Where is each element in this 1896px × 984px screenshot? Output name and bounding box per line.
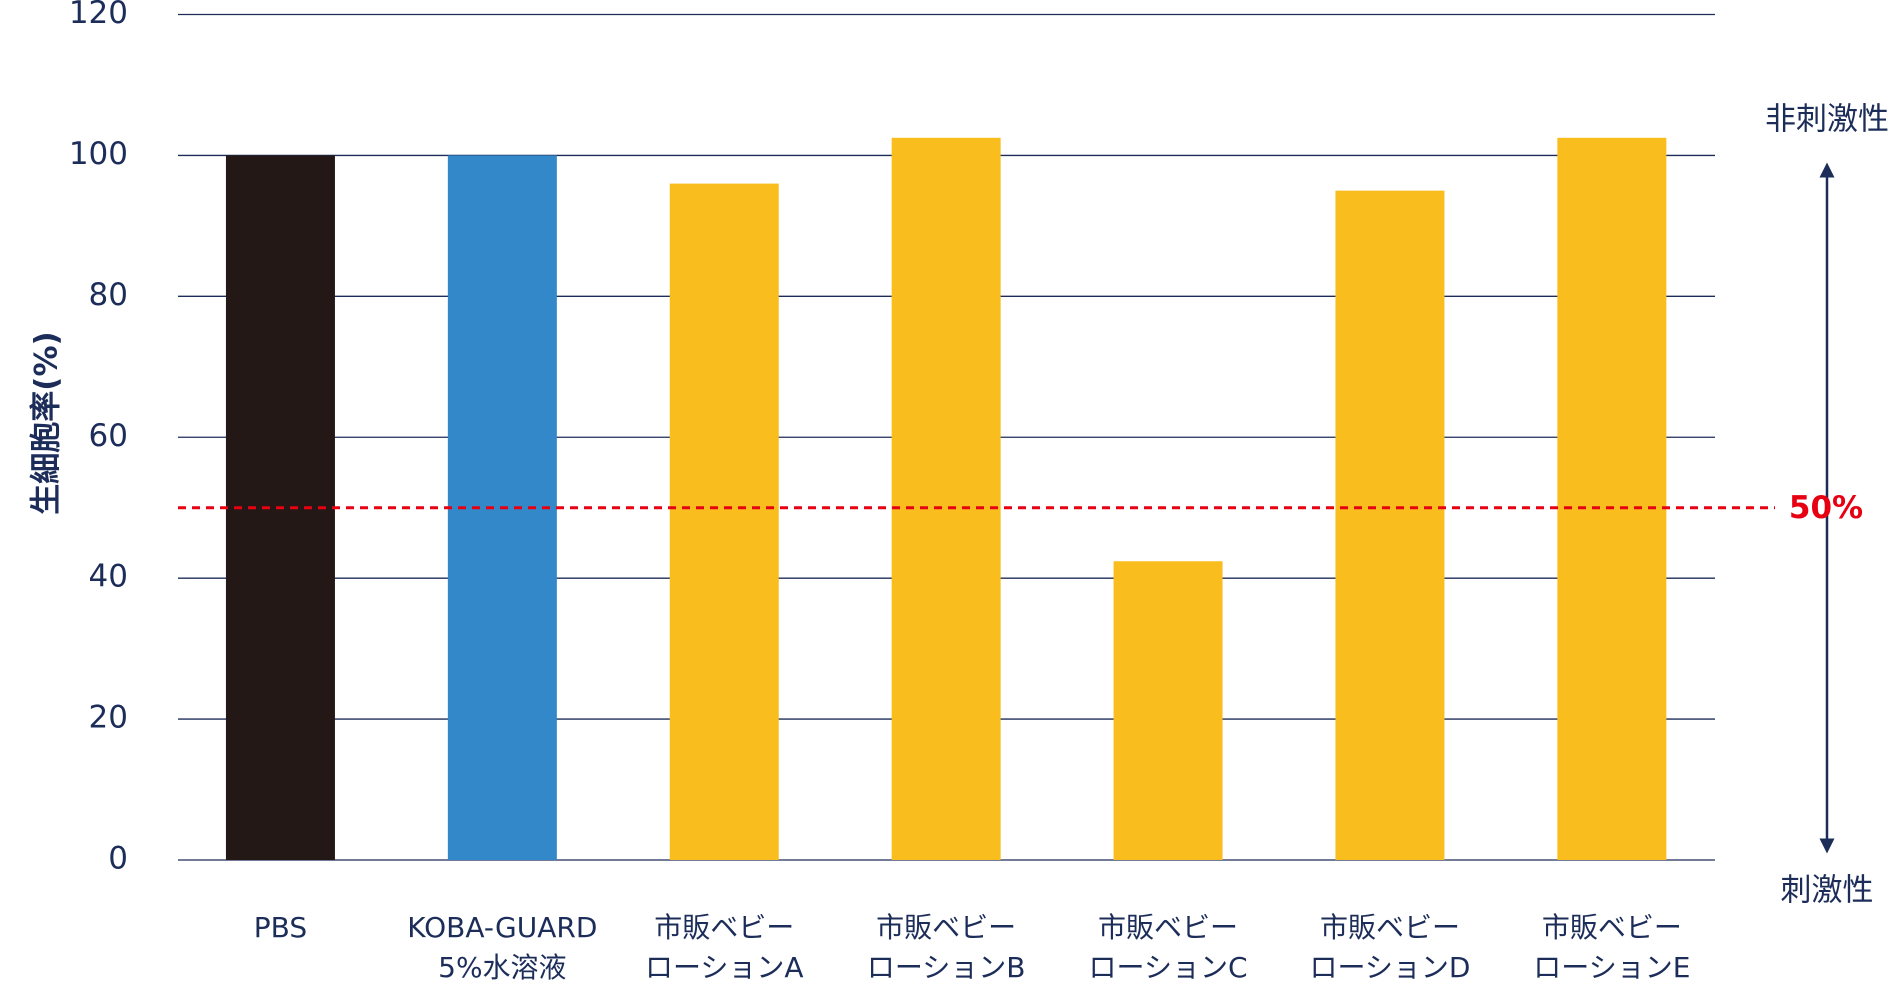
bar — [891, 137, 1001, 861]
y-tick-label: 80 — [89, 277, 128, 313]
x-tick-label: 市販ベビー — [876, 911, 1016, 944]
x-tick-label: 市販ベビー — [1098, 911, 1238, 944]
y-tick-label: 20 — [89, 700, 128, 736]
x-tick-label: ローションD — [1309, 951, 1470, 984]
x-tick-label: KOBA-GUARD — [407, 911, 597, 944]
annotation-top: 非刺激性 — [1765, 102, 1889, 138]
bar — [1113, 561, 1223, 860]
bar — [1335, 190, 1445, 861]
bar — [669, 183, 779, 861]
y-tick-label: 100 — [69, 136, 128, 172]
x-tick-label: 市販ベビー — [654, 911, 794, 944]
y-tick-label: 120 — [69, 0, 128, 31]
x-tick-label: PBS — [254, 911, 307, 944]
x-tick-label: 5%水溶液 — [438, 951, 566, 984]
x-tick-label: 市販ベビー — [1542, 911, 1682, 944]
reference-label: 50% — [1789, 490, 1863, 526]
y-axis-label: 生細胞率(%) — [29, 331, 65, 514]
y-tick-label: 40 — [89, 559, 128, 595]
x-tick-label: ローションB — [867, 951, 1026, 984]
bar — [1557, 137, 1667, 861]
x-tick-label: ローションE — [1533, 951, 1690, 984]
y-tick-label: 0 — [108, 841, 128, 877]
x-tick-label: ローションC — [1089, 951, 1248, 984]
annotation-bottom: 刺激性 — [1781, 873, 1874, 909]
x-tick-label: ローションA — [645, 951, 804, 984]
y-tick-label: 60 — [89, 418, 128, 454]
x-tick-label: 市販ベビー — [1320, 911, 1460, 944]
